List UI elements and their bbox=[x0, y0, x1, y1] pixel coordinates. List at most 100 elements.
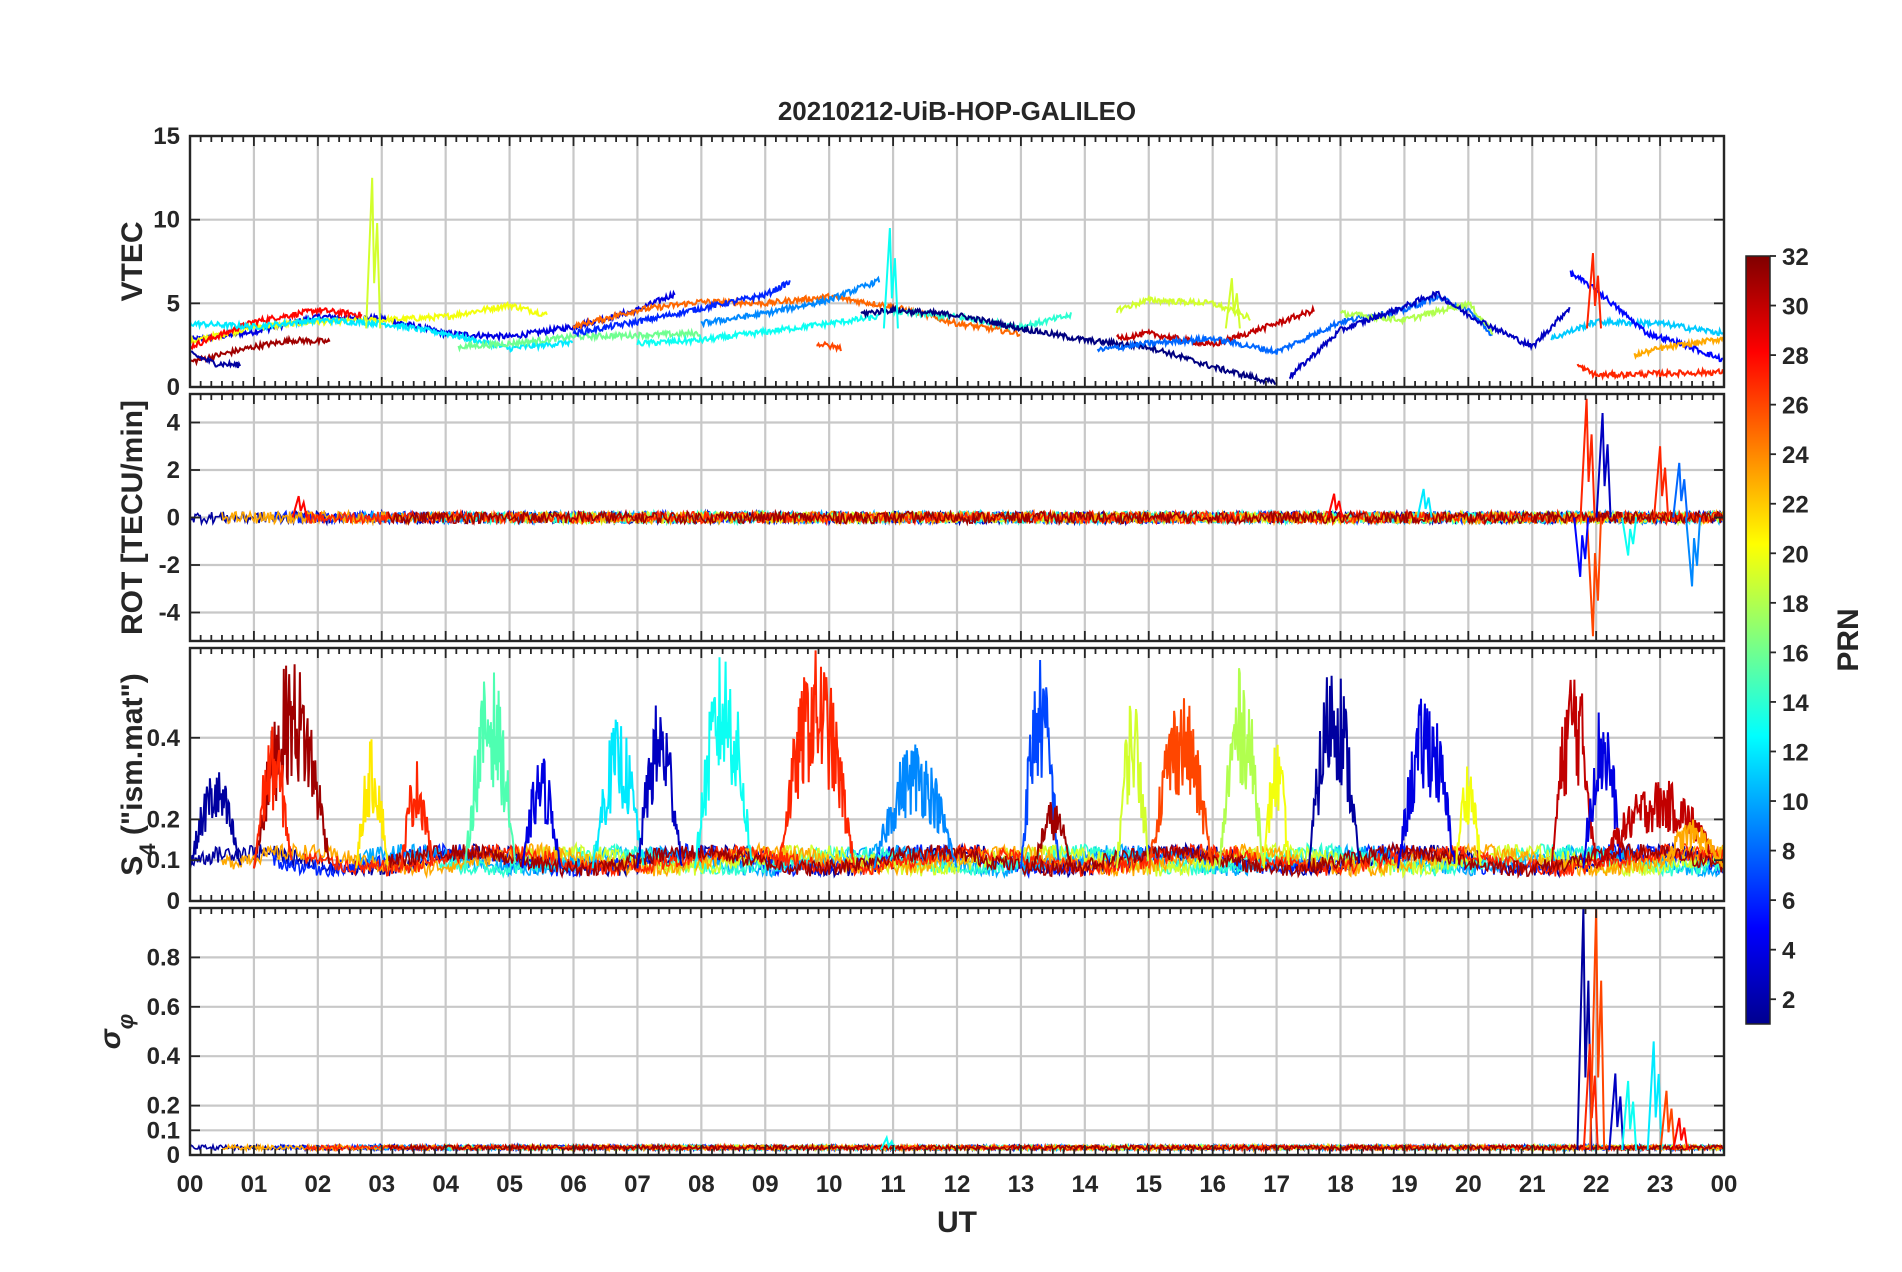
panel-rot: -4 -2 0 2 4 ROT [TECU/min] bbox=[116, 392, 1726, 643]
y-tick-label: 5 bbox=[167, 290, 180, 317]
y-tick-label: -2 bbox=[159, 552, 180, 579]
spike-prn-26 bbox=[1589, 908, 1606, 1151]
series-prn-23 bbox=[1633, 336, 1724, 360]
colorbar-tick-label: 32 bbox=[1782, 244, 1809, 271]
spike-prn-5 bbox=[1573, 517, 1590, 577]
x-tick-label: 04 bbox=[432, 1171, 459, 1198]
colorbar-tick-label: 4 bbox=[1782, 938, 1796, 965]
spike-prn-28 bbox=[291, 495, 308, 518]
panel-rot-data bbox=[190, 398, 1724, 637]
series-prn-30 bbox=[1116, 304, 1315, 348]
y-tick-label: 0 bbox=[167, 505, 180, 532]
x-tick-label: 12 bbox=[944, 1171, 971, 1198]
x-tick-label: 20 bbox=[1455, 1171, 1482, 1198]
spike-prn-27 bbox=[1585, 253, 1602, 329]
burst-prn-23 bbox=[1659, 819, 1724, 869]
series-prn-11 bbox=[1550, 315, 1724, 341]
colorbar-tick-label: 24 bbox=[1782, 442, 1809, 469]
burst-prn-20 bbox=[1262, 744, 1291, 869]
y-tick-label: 0.6 bbox=[147, 994, 180, 1021]
x-tick-label: 03 bbox=[368, 1171, 395, 1198]
x-tick-label: 14 bbox=[1071, 1171, 1098, 1198]
spike-prn-13 bbox=[879, 1134, 896, 1151]
series-prn-1 bbox=[860, 303, 1277, 386]
x-tick-label: 01 bbox=[241, 1171, 268, 1198]
baseline-prn-31 bbox=[387, 1142, 1724, 1153]
burst-prn-4 bbox=[1582, 712, 1622, 869]
spike-prn-12 bbox=[1416, 488, 1433, 518]
colorbar-tick-label: 12 bbox=[1782, 739, 1809, 766]
x-tick-label: 11 bbox=[880, 1171, 905, 1198]
burst-prn-4 bbox=[1397, 698, 1456, 869]
spike-prn-12 bbox=[1646, 1041, 1663, 1151]
y-tick-label: 0.2 bbox=[147, 806, 180, 833]
spike-prn-27 bbox=[1579, 398, 1596, 518]
spike-prn-3 bbox=[1595, 412, 1612, 518]
series-prn-28 bbox=[190, 307, 363, 351]
y-tick-label: 0 bbox=[167, 888, 180, 915]
y-tick-label: 0 bbox=[167, 1142, 180, 1169]
burst-prn-27 bbox=[399, 761, 434, 869]
spike-prn-8 bbox=[1672, 462, 1689, 518]
baseline-prn-31 bbox=[387, 508, 1724, 527]
x-tick-label: 05 bbox=[496, 1171, 523, 1198]
y-axis-label: ROT [TECU/min] bbox=[116, 400, 149, 635]
y-tick-label: -4 bbox=[159, 600, 181, 627]
x-tick-label: 10 bbox=[816, 1171, 843, 1198]
y-tick-label: 0.8 bbox=[147, 944, 180, 971]
x-tick-label: 00 bbox=[177, 1171, 204, 1198]
y-tick-label: 0.4 bbox=[147, 1043, 181, 1070]
burst-prn-31 bbox=[1032, 801, 1072, 869]
spike-prn-26 bbox=[1585, 517, 1602, 637]
colorbar-tick-label: 10 bbox=[1782, 789, 1809, 816]
burst-prn-15 bbox=[463, 672, 517, 869]
colorbar-tick-label: 22 bbox=[1782, 492, 1809, 519]
baseline-prn-31 bbox=[387, 841, 1724, 879]
series-prn-18 bbox=[1339, 299, 1494, 336]
series-prn-12 bbox=[190, 315, 574, 353]
x-tick-label: 21 bbox=[1519, 1171, 1546, 1198]
colorbar-tick-label: 14 bbox=[1782, 690, 1809, 717]
spike-prn-28 bbox=[1327, 493, 1344, 518]
x-tick-label: 08 bbox=[688, 1171, 715, 1198]
y-tick-label: 4 bbox=[167, 410, 181, 437]
spike-prn-27 bbox=[1582, 1043, 1599, 1151]
x-tick-label: 19 bbox=[1391, 1171, 1418, 1198]
spike-prn-19 bbox=[1224, 278, 1241, 329]
spike-prn-2 bbox=[1576, 908, 1593, 1151]
spike-prn-13 bbox=[882, 227, 899, 329]
series-prn-9 bbox=[700, 275, 881, 329]
burst-prn-18 bbox=[1218, 668, 1265, 869]
x-tick-label: 23 bbox=[1647, 1171, 1674, 1198]
y-tick-label: 2 bbox=[167, 457, 180, 484]
x-tick-label: 17 bbox=[1263, 1171, 1290, 1198]
y-tick-label: 10 bbox=[153, 207, 180, 234]
y-tick-label: 15 bbox=[153, 123, 180, 150]
burst-prn-30 bbox=[1550, 679, 1597, 869]
burst-prn-4 bbox=[521, 758, 562, 869]
series-prn-31 bbox=[190, 334, 331, 367]
burst-prn-26 bbox=[1147, 698, 1214, 869]
colorbar-tick-label: 8 bbox=[1782, 839, 1795, 866]
x-tick-label: 18 bbox=[1327, 1171, 1354, 1198]
burst-prn-7 bbox=[1019, 659, 1060, 869]
series-prn-25 bbox=[572, 292, 1021, 337]
y-axis-label: σφ bbox=[94, 1014, 138, 1049]
series-prn-4 bbox=[190, 289, 676, 345]
x-tick-label: 09 bbox=[752, 1171, 779, 1198]
panel-sigma: 00.10.2 0.4 0.6 0.8 σφ bbox=[94, 906, 1726, 1169]
burst-prn-27 bbox=[777, 650, 855, 869]
y-tick-label: 0.1 bbox=[147, 1117, 180, 1144]
series-prn-2 bbox=[190, 350, 242, 369]
x-tick-label: 13 bbox=[1008, 1171, 1035, 1198]
panel-s4-data bbox=[190, 650, 1724, 880]
chart-title: 20210212-UiB-HOP-GALILEO bbox=[778, 96, 1136, 126]
colorbar-tick-label: 2 bbox=[1782, 987, 1795, 1014]
x-tick-label: 22 bbox=[1583, 1171, 1610, 1198]
series-prn-27 bbox=[1576, 363, 1724, 381]
spike-prn-19 bbox=[365, 177, 382, 329]
spike-prn-26 bbox=[1659, 1090, 1676, 1151]
x-tick-label: 07 bbox=[624, 1171, 651, 1198]
